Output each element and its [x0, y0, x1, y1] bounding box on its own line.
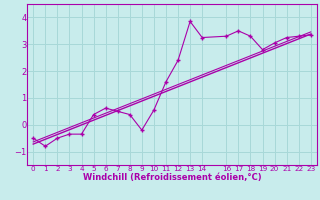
X-axis label: Windchill (Refroidissement éolien,°C): Windchill (Refroidissement éolien,°C) — [83, 173, 261, 182]
